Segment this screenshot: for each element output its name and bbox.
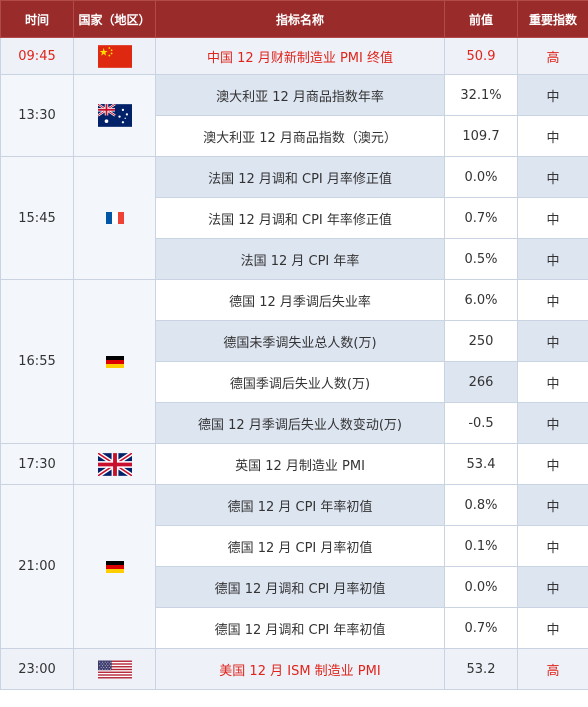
time-cell: 16:55	[0, 279, 74, 444]
importance-value: 中	[517, 238, 588, 280]
time-cell: 21:00	[0, 484, 74, 649]
previous-value: 6.0%	[444, 279, 518, 321]
previous-value: 266	[444, 361, 518, 403]
previous-value: 0.7%	[444, 607, 518, 649]
importance-value: 中	[517, 484, 588, 526]
previous-value: 0.1%	[444, 525, 518, 567]
table-row: 17:30 英国 12 月制造业 PMI 53.4 中	[0, 443, 588, 485]
country-cell	[73, 279, 156, 444]
importance-value: 中	[517, 361, 588, 403]
importance-value: 高	[517, 648, 588, 690]
importance-value: 中	[517, 566, 588, 608]
importance-value: 中	[517, 443, 588, 485]
table-row: 德国 12 月 CPI 月率初值 0.1% 中	[1, 525, 588, 567]
time-cell: 17:30	[0, 443, 74, 485]
importance-value: 高	[517, 37, 588, 75]
indicator-name: 德国 12 月调和 CPI 月率初值	[155, 566, 445, 608]
france-flag-icon	[105, 212, 124, 224]
previous-value: 32.1%	[444, 74, 518, 116]
usa-flag-icon	[97, 660, 132, 678]
previous-value: 50.9	[444, 37, 518, 75]
previous-value: 53.2	[444, 648, 518, 690]
header-indicator: 指标名称	[155, 0, 445, 38]
importance-value: 中	[517, 156, 588, 198]
previous-value: 109.7	[444, 115, 518, 157]
country-cell	[73, 37, 156, 75]
indicator-name: 德国 12 月季调后失业人数变动(万)	[155, 402, 445, 444]
previous-value: 0.7%	[444, 197, 518, 239]
header-row: 时间 国家（地区） 指标名称 前值 重要指数	[0, 0, 588, 38]
importance-value: 中	[517, 525, 588, 567]
importance-value: 中	[517, 607, 588, 649]
previous-value: 0.0%	[444, 566, 518, 608]
indicator-name: 德国 12 月季调后失业率	[155, 279, 445, 321]
table-row: 德国 12 月季调后失业人数变动(万) -0.5 中	[1, 402, 588, 444]
table-row: 德国 12 月调和 CPI 月率初值 0.0% 中	[1, 566, 588, 608]
importance-value: 中	[517, 74, 588, 116]
previous-value: 250	[444, 320, 518, 362]
indicator-name: 德国季调后失业人数(万)	[155, 361, 445, 403]
table-row: 09:45 中国 12 月财新制造业 PMI 终值 50.9 高	[0, 37, 588, 75]
country-cell	[73, 156, 156, 280]
previous-value: 53.4	[444, 443, 518, 485]
indicator-name: 德国未季调失业总人数(万)	[155, 320, 445, 362]
country-cell	[73, 648, 156, 690]
time-cell: 13:30	[0, 74, 74, 157]
indicator-name: 法国 12 月调和 CPI 年率修正值	[155, 197, 445, 239]
indicator-name: 法国 12 月调和 CPI 月率修正值	[155, 156, 445, 198]
table-row: 法国 12 月调和 CPI 年率修正值 0.7% 中	[1, 197, 588, 239]
importance-value: 中	[517, 115, 588, 157]
indicator-name: 法国 12 月 CPI 年率	[155, 238, 445, 280]
table-row: 13:30 澳大利亚 12 月商品指数年率 32	[0, 74, 588, 157]
table-row: 澳大利亚 12 月商品指数（澳元） 109.7 中	[1, 115, 588, 157]
header-country: 国家（地区）	[73, 0, 156, 38]
country-cell	[73, 74, 156, 157]
importance-value: 中	[517, 197, 588, 239]
indicator-name: 澳大利亚 12 月商品指数年率	[155, 74, 445, 116]
indicator-name: 澳大利亚 12 月商品指数（澳元）	[155, 115, 445, 157]
australia-flag-icon	[97, 104, 132, 127]
country-cell	[73, 443, 156, 485]
table-row: 21:00 德国 12 月 CPI 年率初值 0.8% 中	[0, 484, 588, 649]
table-row: 23:00	[0, 648, 588, 690]
indicator-name: 美国 12 月 ISM 制造业 PMI	[155, 648, 445, 690]
previous-value: -0.5	[444, 402, 518, 444]
previous-value: 0.8%	[444, 484, 518, 526]
header-time: 时间	[0, 0, 74, 38]
china-flag-icon	[97, 44, 132, 68]
importance-value: 中	[517, 402, 588, 444]
indicator-name: 德国 12 月 CPI 年率初值	[155, 484, 445, 526]
country-cell	[73, 484, 156, 649]
header-previous: 前值	[444, 0, 518, 38]
time-cell: 09:45	[0, 37, 74, 75]
germany-flag-icon	[105, 355, 124, 368]
table-row: 德国 12 月调和 CPI 年率初值 0.7% 中	[1, 607, 588, 649]
table-row: 德国未季调失业总人数(万) 250 中	[1, 320, 588, 362]
uk-flag-icon	[97, 452, 132, 476]
time-cell: 23:00	[0, 648, 74, 690]
table-row: 15:45 法国 12 月调和 CPI 月率修正值 0.0% 中	[0, 156, 588, 280]
previous-value: 0.5%	[444, 238, 518, 280]
table-row: 16:55 德国 12 月季调后失业率 6.0% 中	[0, 279, 588, 444]
indicator-name: 德国 12 月 CPI 月率初值	[155, 525, 445, 567]
time-cell: 15:45	[0, 156, 74, 280]
importance-value: 中	[517, 279, 588, 321]
header-importance: 重要指数	[517, 0, 588, 38]
economic-calendar-table: 时间 国家（地区） 指标名称 前值 重要指数 09:45 中国 12 月财新制造…	[0, 0, 588, 690]
indicator-name: 英国 12 月制造业 PMI	[155, 443, 445, 485]
indicator-name: 中国 12 月财新制造业 PMI 终值	[155, 37, 445, 75]
indicator-name: 德国 12 月调和 CPI 年率初值	[155, 607, 445, 649]
importance-value: 中	[517, 320, 588, 362]
previous-value: 0.0%	[444, 156, 518, 198]
germany-flag-icon	[105, 560, 124, 573]
